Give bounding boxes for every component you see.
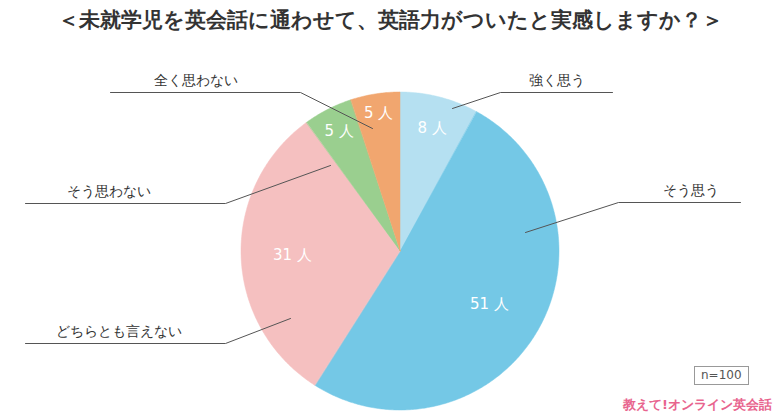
svg-text:8 人: 8 人 [417,119,446,137]
html-text:＜未就学児を英会話に通わせて、英語力がついたと実感しますか？: ＜未就学児を英会話に通わせて、英語力がついたと実感しますか？＞ [57,8,723,32]
html-text:n=100: n=100 [701,368,742,382]
html-text:教えて!オンライン英会話: 教えて!オンライン英会話 [623,397,772,412]
svg-text:5 人: 5 人 [364,104,393,122]
svg-text:どちらとも言えない: どちらとも言えない [56,323,182,339]
svg-text:5 人: 5 人 [324,122,353,140]
svg-text:51 人: 51 人 [470,295,509,313]
svg-text:そう思う: そう思う [663,182,719,198]
svg-text:そう思わない: そう思わない [67,183,151,199]
svg-text:31 人: 31 人 [273,246,312,264]
svg-text:強く思う: 強く思う [529,72,585,88]
svg-text:全く思わない: 全く思わない [154,72,238,88]
